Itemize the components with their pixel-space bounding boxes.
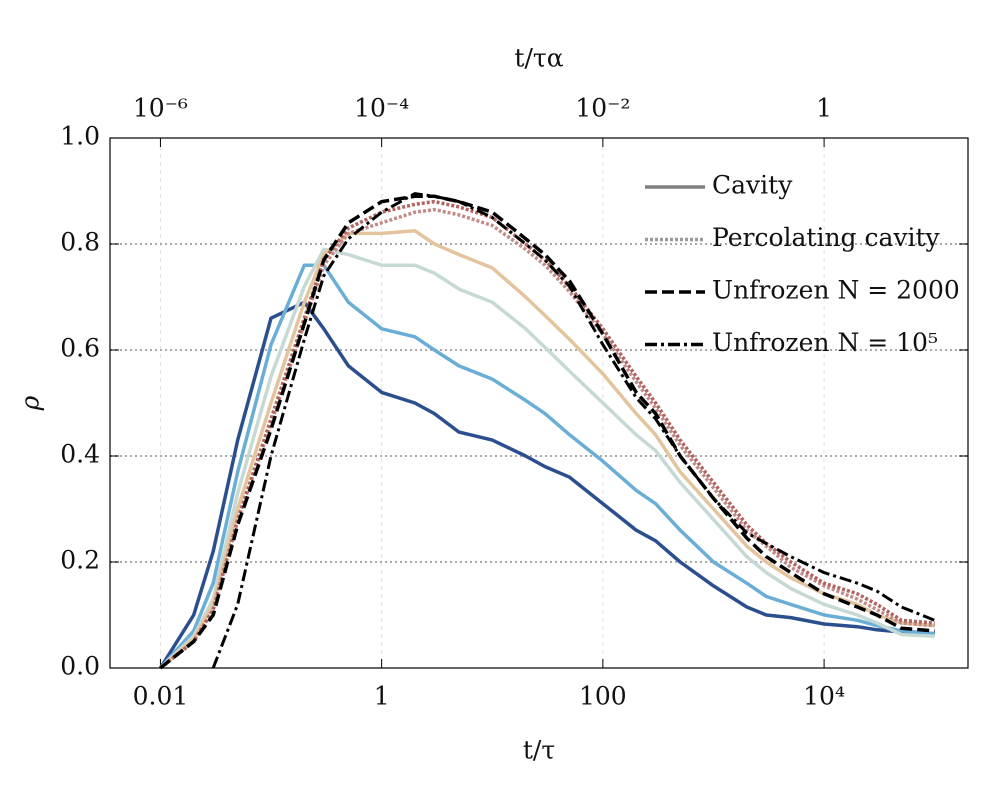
line-series bbox=[159, 263, 935, 670]
x2-tick-label: 10⁻² bbox=[575, 94, 630, 123]
y-tick-label: 0.8 bbox=[60, 228, 100, 257]
x-axis-label: t/τ bbox=[523, 736, 555, 765]
line-series bbox=[211, 192, 936, 669]
legend-label: Cavity bbox=[712, 171, 793, 200]
line-series bbox=[159, 229, 935, 670]
x-tick-label: 100 bbox=[579, 682, 627, 711]
line-series bbox=[159, 247, 935, 670]
y-tick-label: 0.4 bbox=[60, 440, 100, 469]
x-tick-label: 1 bbox=[374, 682, 390, 711]
legend-label: Unfrozen N = 10⁵ bbox=[712, 328, 938, 357]
plot-frame bbox=[109, 137, 969, 669]
y-tick-label: 0.2 bbox=[60, 546, 100, 575]
y-tick-label: 1.0 bbox=[60, 122, 100, 151]
x-tick-label: 0.01 bbox=[133, 682, 189, 711]
x2-tick-label: 10⁻⁶ bbox=[133, 94, 188, 123]
x-tick-label: 10⁴ bbox=[803, 682, 845, 711]
line-series bbox=[159, 194, 935, 670]
x2-axis-label: t/τα bbox=[514, 44, 563, 73]
y-tick-label: 0.6 bbox=[60, 334, 100, 363]
line-series bbox=[159, 199, 935, 670]
legend-label: Unfrozen N = 2000 bbox=[712, 276, 960, 305]
x2-tick-label: 10⁻⁴ bbox=[354, 94, 409, 123]
line-series bbox=[159, 207, 935, 670]
x2-tick-label: 1 bbox=[816, 94, 832, 123]
line-series bbox=[158, 300, 935, 669]
y-axis-label: ρ bbox=[16, 395, 45, 411]
legend-label: Percolating cavity bbox=[712, 223, 941, 252]
y-tick-label: 0.0 bbox=[60, 652, 100, 681]
